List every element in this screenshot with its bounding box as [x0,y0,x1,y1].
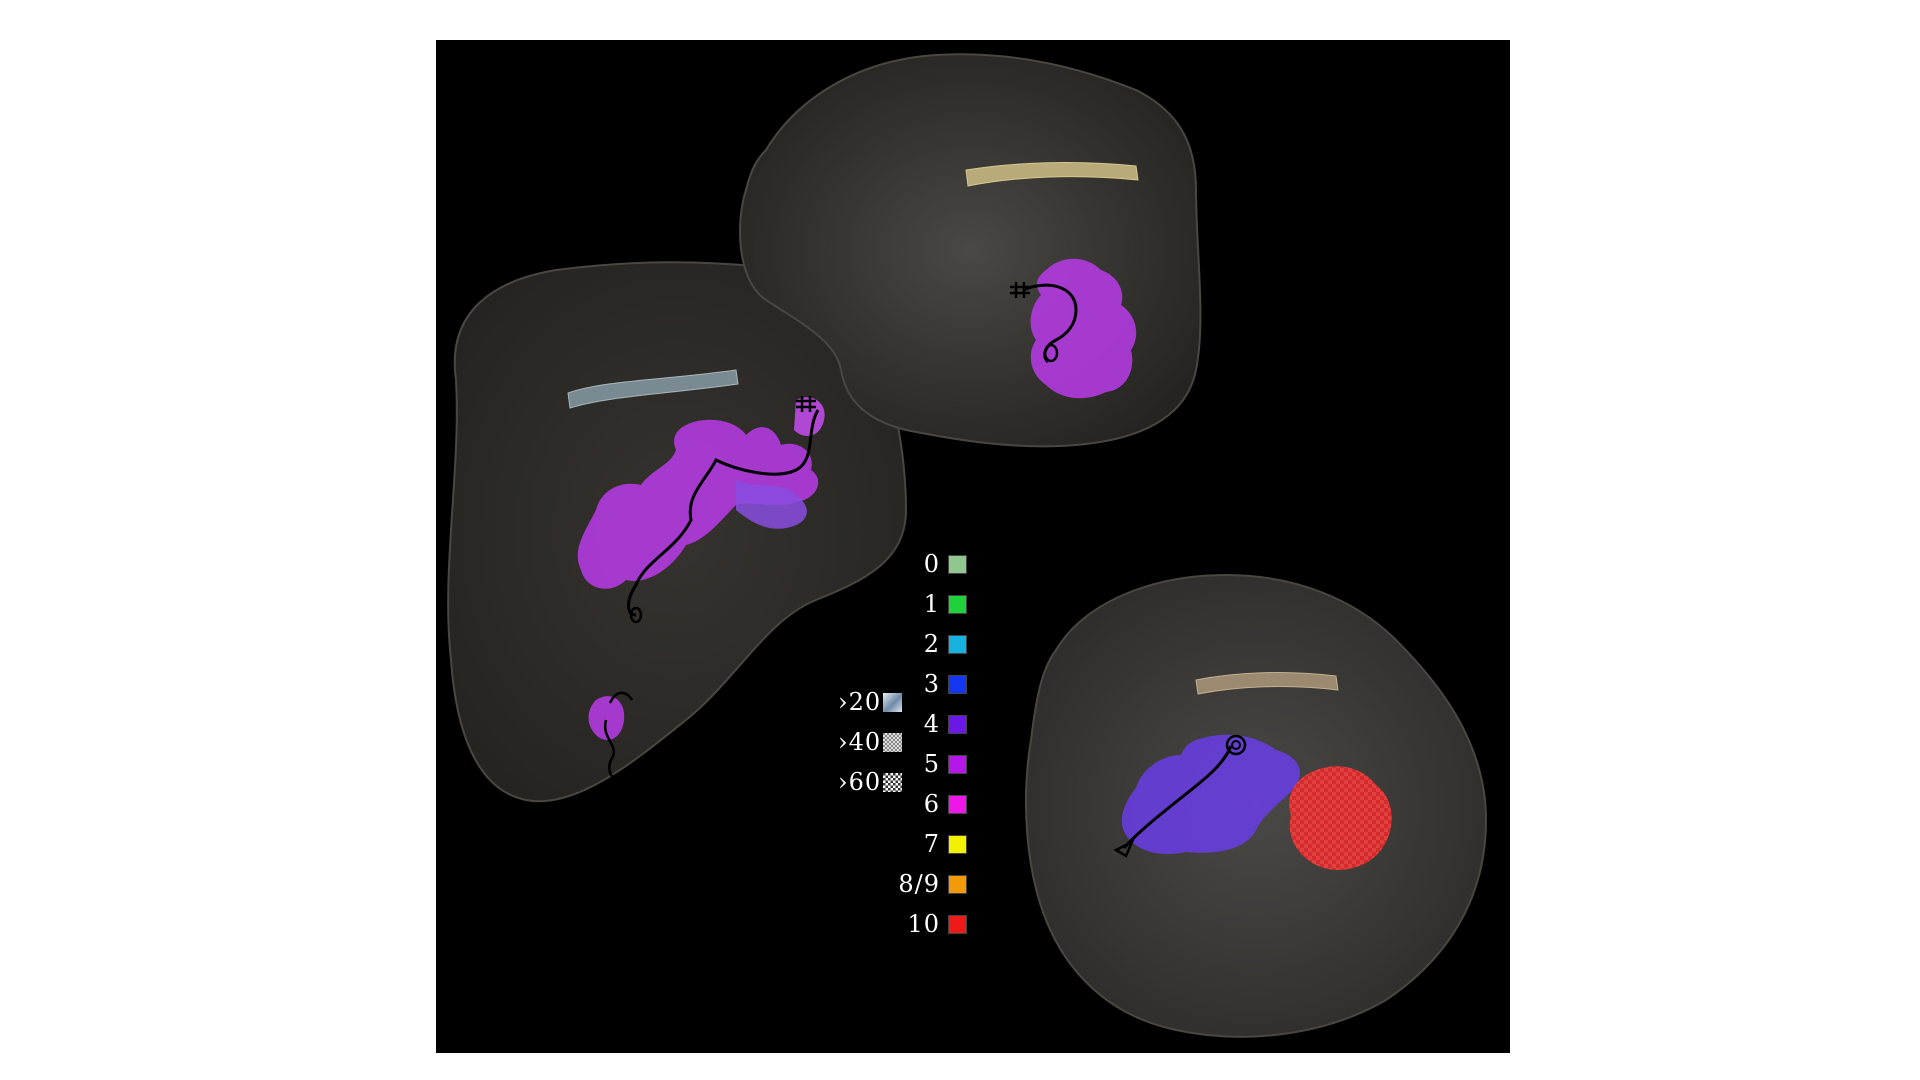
legend-item-2: 2 [880,628,967,660]
legend-item-5: 5 [880,748,967,780]
density-label: ›40 [838,728,882,756]
legend-item-0: 0 [880,548,967,580]
legend-label: 7 [923,830,940,858]
legend-label: 0 [923,550,940,578]
density-label: ›60 [838,768,882,796]
legend-label: 4 [923,710,940,738]
legend-label: 10 [907,910,940,938]
map-layer [447,53,1488,1038]
west-activity-overlay [577,397,825,740]
density-item-2: ›60 [838,766,903,798]
north-cavern [739,53,1202,448]
legend-label: 1 [923,590,940,618]
waypoint-marker [1010,282,1030,298]
legend-item-7: 7 [880,828,967,860]
north-activity-overlay [1030,258,1137,399]
density-swatch-checker [883,772,903,792]
legend-item-8: 8/9 [880,868,967,900]
legend-item-3: 3 [880,668,967,700]
legend-swatch [948,834,967,854]
density-swatch-speckle [883,732,903,752]
density-item-1: ›40 [838,726,903,758]
density-swatch-gradient [883,692,903,712]
waypoint-marker [796,396,816,412]
legend-label: 8/9 [898,870,940,898]
legend-label: 2 [923,630,940,658]
southeast-cavern [1025,573,1488,1038]
legend-swatch [948,554,967,574]
legend-label: 6 [923,790,940,818]
legend-swatch [948,754,967,774]
legend-swatch [948,714,967,734]
southeast-activity-overlay [1121,734,1392,870]
density-item-0: ›20 [838,686,903,718]
legend-item-1: 1 [880,588,967,620]
legend-item-4: 4 [880,708,967,740]
west-cavern [447,261,908,803]
density-label: ›20 [838,688,882,716]
map-canvas[interactable]: 0 1 2 3 4 5 6 7 8/9 10 ›20 ›40 ›60 [436,40,1510,1053]
legend-swatch [948,794,967,814]
legend-label: 3 [923,670,940,698]
legend-label: 5 [923,750,940,778]
legend-item-9: 10 [880,908,967,940]
legend-swatch [948,634,967,654]
legend-swatch [948,874,967,894]
legend-swatch [948,674,967,694]
legend-swatch [948,914,967,934]
legend-swatch [948,594,967,614]
legend-item-6: 6 [880,788,967,820]
